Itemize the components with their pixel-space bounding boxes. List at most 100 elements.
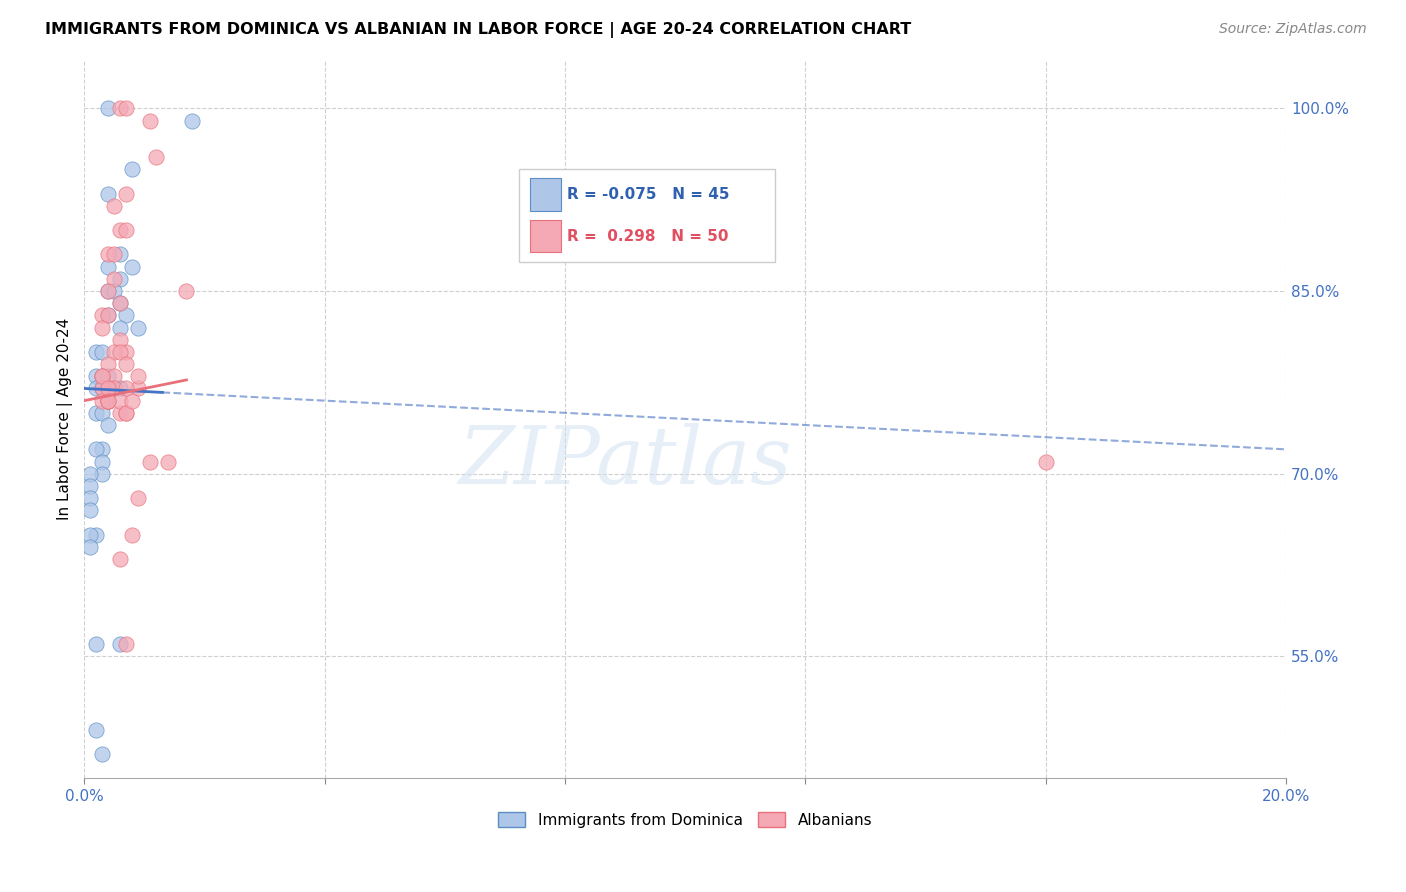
Point — [110, 320, 132, 334]
Point — [97, 417, 120, 432]
Point — [181, 113, 204, 128]
Point — [110, 333, 132, 347]
Point — [97, 393, 120, 408]
Point — [103, 199, 125, 213]
Point — [121, 527, 143, 541]
Point — [91, 345, 114, 359]
Point — [115, 223, 138, 237]
Point — [127, 381, 149, 395]
Point — [84, 527, 107, 541]
Point — [115, 309, 138, 323]
Point — [97, 284, 120, 298]
Point — [110, 272, 132, 286]
Point — [91, 454, 114, 468]
Point — [97, 381, 120, 395]
Point — [110, 552, 132, 566]
FancyBboxPatch shape — [519, 169, 775, 261]
Point — [84, 381, 107, 395]
Point — [103, 345, 125, 359]
Point — [91, 381, 114, 395]
Text: R =  0.298   N = 50: R = 0.298 N = 50 — [567, 228, 728, 244]
Point — [127, 369, 149, 384]
Point — [157, 454, 180, 468]
Point — [110, 637, 132, 651]
Text: IMMIGRANTS FROM DOMINICA VS ALBANIAN IN LABOR FORCE | AGE 20-24 CORRELATION CHAR: IMMIGRANTS FROM DOMINICA VS ALBANIAN IN … — [45, 22, 911, 38]
Point — [79, 527, 101, 541]
Point — [91, 309, 114, 323]
Point — [97, 260, 120, 274]
Text: Source: ZipAtlas.com: Source: ZipAtlas.com — [1219, 22, 1367, 37]
Point — [91, 369, 114, 384]
Point — [121, 162, 143, 177]
Point — [91, 369, 114, 384]
Point — [115, 186, 138, 201]
Point — [79, 503, 101, 517]
Point — [110, 345, 132, 359]
Point — [97, 393, 120, 408]
Point — [115, 406, 138, 420]
Point — [91, 381, 114, 395]
Point — [97, 247, 120, 261]
Point — [84, 637, 107, 651]
Point — [97, 284, 120, 298]
Point — [127, 320, 149, 334]
Point — [84, 406, 107, 420]
Y-axis label: In Labor Force | Age 20-24: In Labor Force | Age 20-24 — [58, 318, 73, 520]
Text: R = -0.075   N = 45: R = -0.075 N = 45 — [567, 186, 730, 202]
Point — [91, 467, 114, 481]
Point — [103, 284, 125, 298]
Point — [97, 381, 120, 395]
Point — [97, 393, 120, 408]
Point — [91, 320, 114, 334]
Point — [110, 296, 132, 310]
FancyBboxPatch shape — [530, 178, 561, 211]
Legend: Immigrants from Dominica, Albanians: Immigrants from Dominica, Albanians — [491, 804, 880, 835]
Point — [97, 309, 120, 323]
Point — [79, 467, 101, 481]
Point — [91, 393, 114, 408]
Point — [110, 393, 132, 408]
Point — [103, 369, 125, 384]
Point — [79, 479, 101, 493]
Point — [97, 381, 120, 395]
Point — [97, 369, 120, 384]
Point — [127, 491, 149, 505]
Point — [84, 345, 107, 359]
Point — [97, 357, 120, 371]
Point — [110, 247, 132, 261]
Point — [91, 406, 114, 420]
Point — [97, 393, 120, 408]
Point — [84, 723, 107, 737]
Point — [145, 150, 167, 164]
Point — [97, 393, 120, 408]
Text: ZIPatlas: ZIPatlas — [458, 424, 792, 500]
Point — [84, 442, 107, 457]
Point — [115, 406, 138, 420]
Point — [79, 540, 101, 554]
Point — [110, 296, 132, 310]
Point — [115, 357, 138, 371]
Point — [115, 345, 138, 359]
Point — [97, 101, 120, 115]
Point — [84, 369, 107, 384]
Point — [110, 381, 132, 395]
Point — [139, 454, 162, 468]
Point — [91, 747, 114, 761]
Point — [103, 381, 125, 395]
Point — [97, 393, 120, 408]
Point — [103, 272, 125, 286]
Point — [97, 186, 120, 201]
Point — [121, 393, 143, 408]
Point — [103, 381, 125, 395]
Point — [139, 113, 162, 128]
Point — [91, 369, 114, 384]
Point — [115, 101, 138, 115]
Point — [91, 442, 114, 457]
Point — [110, 223, 132, 237]
Point — [1035, 454, 1057, 468]
Point — [115, 381, 138, 395]
Point — [97, 309, 120, 323]
Point — [103, 247, 125, 261]
Point — [176, 284, 198, 298]
Point — [115, 637, 138, 651]
